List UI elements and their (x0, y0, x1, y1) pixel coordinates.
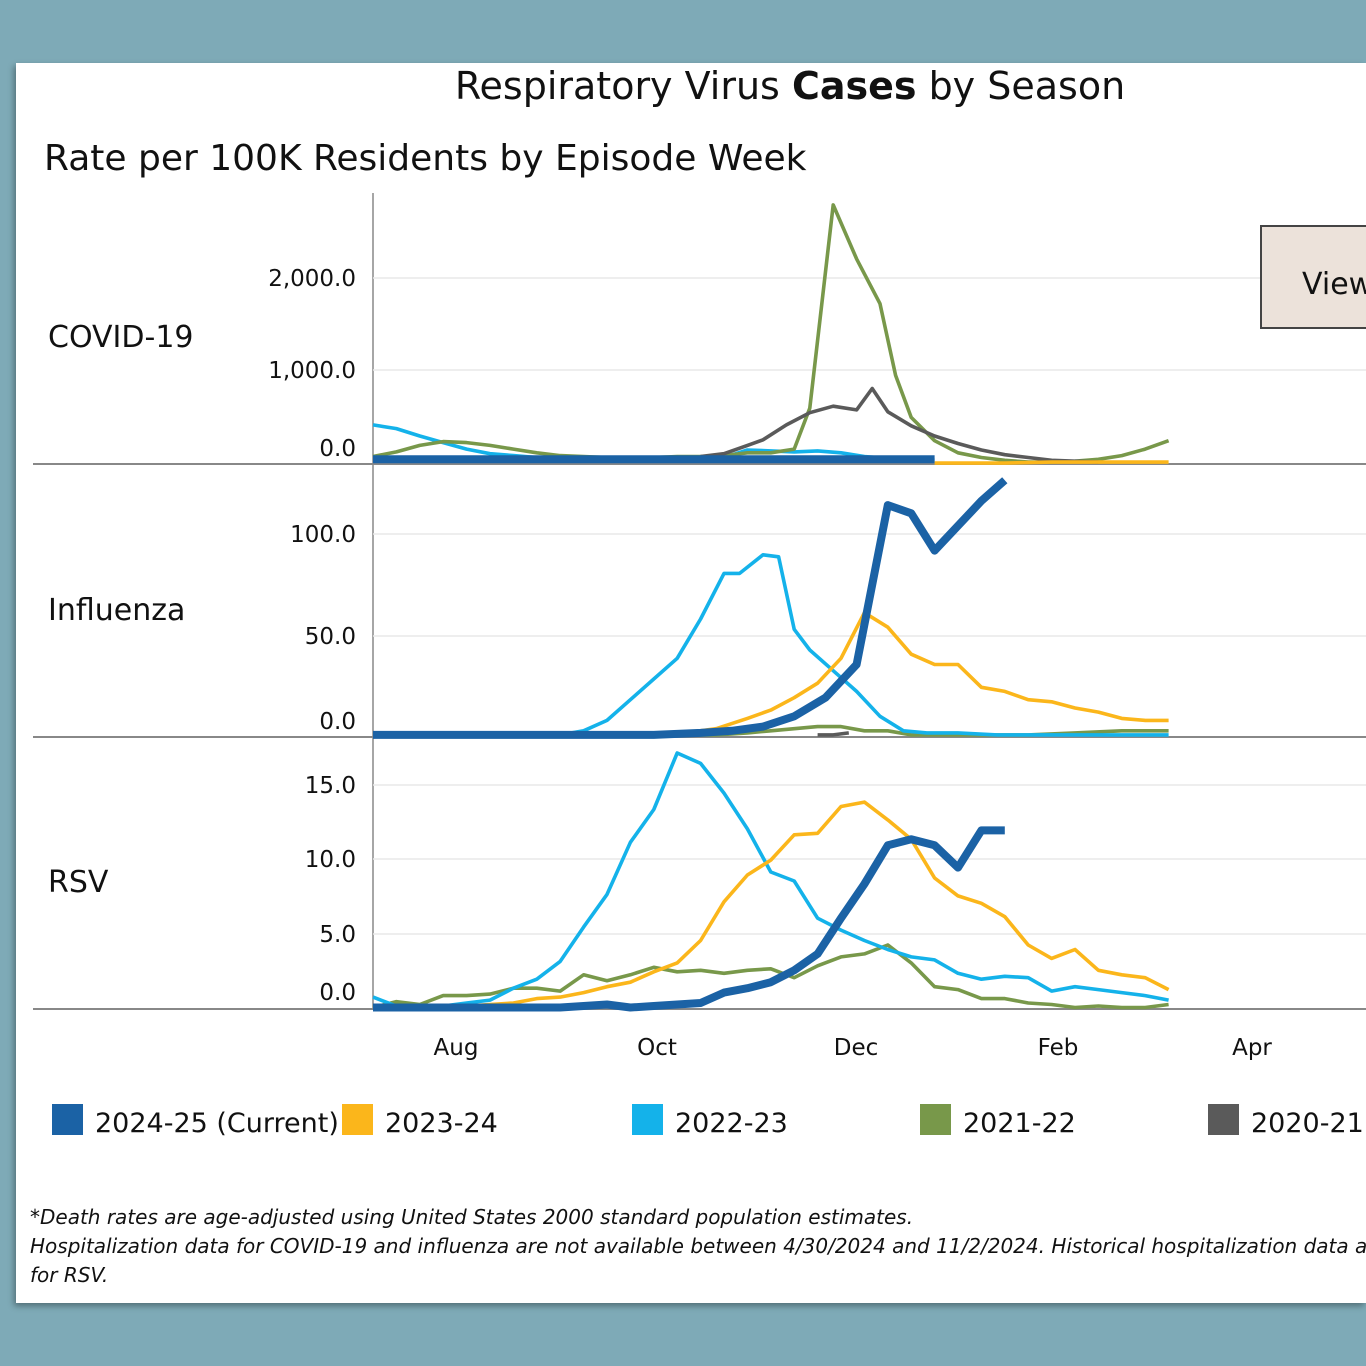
rsv-panel-label: RSV (48, 865, 109, 900)
legend-label: 2024-25 (Current) (95, 1108, 339, 1139)
x-tick-label-feb: Feb (1038, 1035, 1079, 1061)
covid-19-series-2021-22 (372, 203, 1170, 464)
rsv-series-2023-24 (372, 800, 1170, 1010)
rsv-y-tick-label: 5.0 (319, 922, 356, 948)
rsv-y-tick-label: 15.0 (305, 773, 356, 799)
legend-swatch (632, 1104, 663, 1135)
covid-19-y-tick-label: 1,000.0 (268, 358, 356, 384)
legend-item: 2023-24 (342, 1104, 498, 1139)
view-button[interactable]: View (1260, 225, 1366, 329)
rsv-y-tick-label: 10.0 (305, 847, 356, 873)
legend-item: 2022-23 (632, 1104, 788, 1139)
covid-19-series-2023-24 (934, 460, 1169, 465)
influenza-series-2024-25-current (373, 477, 1008, 739)
legend-label: 2023-24 (385, 1108, 498, 1139)
legend-swatch (920, 1104, 951, 1135)
footnote-line-2: Hospitalization data for COVID-19 and in… (30, 1234, 1366, 1258)
legend-swatch (1208, 1104, 1239, 1135)
influenza-series-2023-24 (373, 610, 1169, 737)
rsv-y-tick-label: 0.0 (319, 980, 356, 1006)
chart-title-prefix: Respiratory Virus (454, 64, 792, 108)
footnotes: *Death rates are age-adjusted using Unit… (30, 1203, 1366, 1290)
x-tick-label-aug: Aug (434, 1035, 479, 1061)
influenza-y-tick-label: 100.0 (290, 522, 356, 548)
legend-item: 2021-22 (920, 1104, 1076, 1139)
influenza-y-tick-label: 50.0 (305, 624, 356, 650)
chart-title-suffix: by Season (916, 64, 1126, 108)
chart-plot: COVID-19 0.0 1,000.0 2,000.0 Influenza 0.0 50.… (33, 193, 1366, 1061)
x-tick-label-apr: Apr (1232, 1035, 1272, 1061)
legend-item: 2024-25 (Current) (52, 1104, 339, 1139)
rsv-series-2024-25-current (373, 826, 1005, 1012)
legend-label: 2021-22 (963, 1108, 1076, 1139)
covid-19-panel-label: COVID-19 (48, 320, 194, 355)
view-button-label: View (1302, 267, 1366, 302)
chart-title-bold: Cases (791, 64, 917, 108)
legend-item: 2020-21 (1208, 1104, 1364, 1139)
x-tick-label-oct: Oct (637, 1035, 677, 1061)
footnote-line-3: for RSV. (30, 1263, 109, 1287)
covid-19-series-2020-21 (700, 386, 1099, 464)
x-tick-label-dec: Dec (834, 1035, 879, 1061)
chart-title: Respiratory Virus Cases by Season (0, 64, 1366, 108)
covid-19-y-tick-label: 2,000.0 (268, 266, 356, 292)
rsv-series-2022-23 (372, 751, 1169, 1010)
influenza-y-tick-label: 0.0 (319, 709, 356, 735)
chart-card (16, 63, 1366, 1303)
chart-legend: 2024-25 (Current) 2023-24 2022-23 2021-22 20… (52, 1104, 1366, 1144)
covid-19-y-tick-label: 0.0 (319, 436, 356, 462)
legend-swatch (52, 1104, 83, 1135)
influenza-panel-label: Influenza (48, 593, 185, 628)
chart-subtitle: Rate per 100K Residents by Episode Week (44, 138, 807, 179)
influenza-series-2022-23 (373, 553, 1169, 737)
legend-swatch (342, 1104, 373, 1135)
legend-label: 2020-21 (1251, 1108, 1364, 1139)
footnote-line-1: *Death rates are age-adjusted using Unit… (30, 1205, 914, 1229)
legend-label: 2022-23 (675, 1108, 788, 1139)
influenza-series-2020-21 (817, 731, 850, 737)
